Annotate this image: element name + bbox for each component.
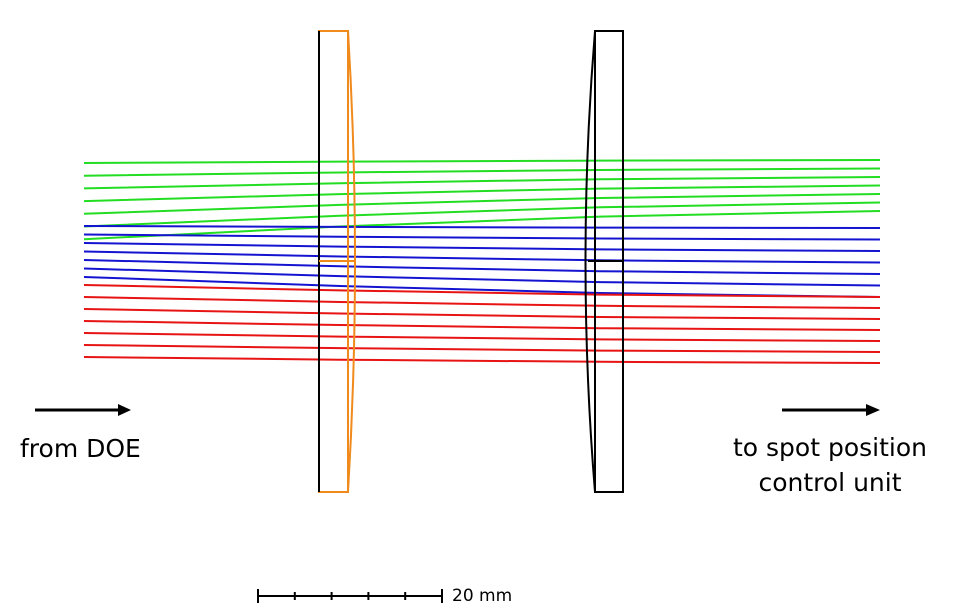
input-label: from DOE [20, 434, 141, 463]
ray [83, 250, 881, 264]
output-arrowhead [866, 404, 880, 416]
ray [83, 308, 881, 320]
ray [83, 167, 881, 177]
ray [83, 320, 881, 331]
ray [83, 210, 881, 241]
ray [83, 225, 881, 229]
lens-2-curved-surface [584, 30, 596, 493]
ray [83, 296, 881, 309]
ray [83, 193, 881, 215]
ray [83, 332, 881, 342]
ray [83, 356, 881, 364]
scale-label: 20 mm [452, 586, 512, 606]
output-label: to spot position [733, 433, 927, 462]
ray [83, 176, 881, 190]
ray [83, 284, 881, 298]
ray [83, 242, 881, 252]
ray [83, 184, 881, 203]
ray [83, 344, 881, 353]
ray [83, 267, 881, 287]
scale-bar [257, 589, 443, 603]
input-arrowhead [118, 404, 131, 416]
ray [83, 159, 881, 164]
ray [83, 233, 881, 241]
ray [83, 201, 881, 228]
ray [83, 259, 881, 275]
lens-1-curved-surface [347, 30, 356, 493]
rays [83, 159, 881, 364]
output-label: control unit [758, 468, 901, 497]
